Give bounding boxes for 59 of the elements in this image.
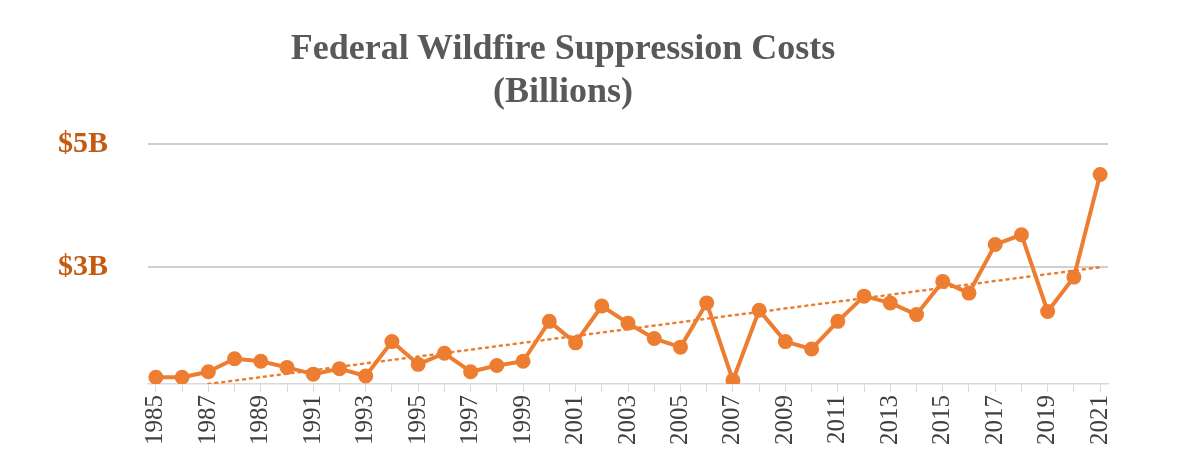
x-tick-label: 2013 — [874, 395, 902, 445]
x-tick-label: 2003 — [612, 395, 640, 445]
text: (Billions) — [492, 70, 634, 111]
point — [384, 334, 400, 350]
point — [410, 356, 426, 372]
point — [856, 288, 872, 304]
x-tick-label: 1995 — [402, 395, 430, 445]
x-tick-label: 2007 — [717, 395, 745, 445]
x-tick-label: 2021 — [1084, 395, 1112, 445]
point — [1040, 304, 1056, 320]
point — [200, 364, 216, 380]
x-tick-label: 2015 — [927, 395, 955, 445]
y-tick-label: $3B — [57, 248, 109, 282]
x-tick-label: 1997 — [455, 395, 483, 445]
x-tick-label: 2001 — [560, 395, 588, 445]
point — [620, 315, 636, 331]
point — [751, 302, 767, 318]
point — [515, 353, 531, 369]
x-tick-label: 1989 — [245, 395, 273, 445]
point — [935, 273, 951, 289]
y-tick-label: $5B — [57, 125, 109, 159]
text: Federal Wildfire Suppression Costs — [290, 26, 836, 67]
point — [174, 369, 190, 384]
x-tick-label: 1993 — [350, 395, 378, 445]
x-tick-label: 1987 — [192, 395, 220, 445]
point — [253, 353, 269, 369]
point — [305, 366, 321, 382]
point — [987, 237, 1003, 253]
point — [830, 313, 846, 329]
point — [777, 334, 793, 350]
point — [646, 331, 662, 347]
point — [331, 361, 347, 377]
point — [594, 298, 610, 314]
point — [489, 358, 505, 374]
x-tick-label: 2011 — [822, 395, 850, 445]
x-tick-label: 1985 — [140, 395, 168, 445]
x-tick-label: 1999 — [507, 395, 535, 445]
point — [358, 368, 374, 384]
x-tick-label: 2017 — [979, 395, 1007, 445]
point — [436, 345, 452, 361]
x-tick-label: 2019 — [1032, 395, 1060, 445]
point — [541, 313, 557, 329]
point — [279, 359, 295, 375]
point — [1092, 167, 1108, 182]
point — [148, 369, 164, 384]
point — [699, 295, 715, 311]
point — [463, 364, 479, 380]
point — [1013, 227, 1029, 243]
point — [672, 339, 688, 355]
point — [882, 295, 898, 311]
point — [227, 351, 243, 367]
x-tick-label: 2009 — [769, 395, 797, 445]
point — [909, 307, 925, 323]
x-tick-label: 1991 — [297, 395, 325, 445]
x-tick-label: 2005 — [665, 395, 693, 445]
point — [568, 335, 584, 351]
point — [1066, 269, 1082, 285]
point — [961, 285, 977, 301]
point — [804, 341, 820, 357]
